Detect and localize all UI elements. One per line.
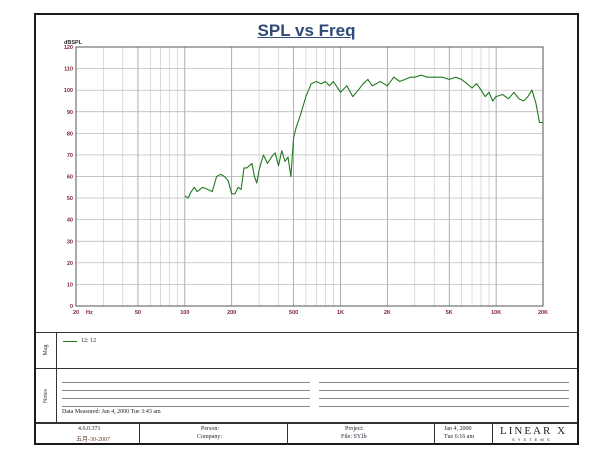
y-tick-label: 110 — [64, 67, 73, 73]
y-tick-label: 120 — [64, 45, 73, 51]
y-axis-label: dBSPL — [64, 40, 83, 46]
y-tick-label: 70 — [67, 153, 73, 159]
mag-panel-label: Mag — [43, 344, 49, 356]
notes-panel-label: Notes — [43, 389, 49, 403]
notes-line — [319, 382, 569, 383]
y-tick-label: 10 — [67, 282, 73, 288]
y-tick-label: 40 — [67, 218, 73, 224]
y-tick-label: 30 — [67, 239, 73, 245]
mag-panel-divider — [56, 333, 57, 369]
project-label: Project: — [345, 426, 364, 432]
x-tick-label: 5K — [446, 310, 453, 316]
legend-entry: 12: 12 — [81, 338, 97, 344]
series-line — [184, 74, 543, 199]
y-tick-label: 100 — [64, 88, 73, 94]
file-label: File: SY.lb — [341, 434, 367, 440]
legend-swatch — [63, 341, 77, 342]
title-block-project-cell: Project: File: SY.lb — [287, 423, 435, 445]
company-label: Company: — [197, 434, 222, 440]
y-tick-label: 60 — [67, 175, 73, 181]
title-block-version-cell: 4.6.0.371 五月-30-2007 — [36, 423, 140, 445]
x-tick-label: 100 — [180, 310, 189, 316]
y-tick-label: 50 — [67, 196, 73, 202]
y-tick-label: 0 — [70, 304, 73, 310]
chart-sheet: SPL vs Freq 0 10 20 30 40 50 60 70 80 90 100 110 120… — [34, 13, 579, 445]
y-tick-label: 80 — [67, 131, 73, 137]
logo-wordmark: LINEAR X — [500, 425, 568, 437]
notes-line — [319, 390, 569, 391]
notes-line — [62, 398, 310, 399]
logo-subtitle: S Y S T E M S — [512, 437, 551, 442]
notes-line — [62, 406, 310, 407]
title-block — [36, 422, 577, 445]
x-tick-label: 200 — [227, 310, 236, 316]
person-label: Person: — [201, 426, 219, 432]
mag-panel: Mag 12: 12 — [36, 332, 577, 369]
software-version: 4.6.0.371 — [78, 426, 101, 432]
x-tick-label: 50 — [135, 310, 141, 316]
notes-panel-divider — [56, 369, 57, 423]
date-measured: Data Measured: Jan 4, 2000 Tue 3:43 am — [62, 409, 161, 415]
chart-title: SPL vs Freq — [257, 21, 356, 40]
y-tick-label: 20 — [67, 261, 73, 267]
x-axis-label: Hz — [86, 310, 93, 316]
x-tick-label: 1K — [337, 310, 344, 316]
software-date: 五月-30-2007 — [76, 437, 110, 443]
notes-line — [319, 406, 569, 407]
notes-line — [62, 390, 310, 391]
x-tick-label: 20K — [538, 310, 548, 316]
title-block-person-cell: Person: Company: — [139, 423, 288, 445]
notes-panel: Notes Data Measured: Jan 4, 2000 Tue 3:4… — [36, 368, 577, 423]
y-tick-label: 90 — [67, 110, 73, 116]
plot-frame — [75, 46, 544, 307]
notes-line — [62, 382, 310, 383]
linearx-logo: LINEAR X S Y S T E M S — [494, 424, 576, 444]
title-block-date-cell: Jan 4, 2000 Tue 6:16 am — [434, 423, 493, 445]
notes-line — [319, 398, 569, 399]
x-tick-label: 10K — [491, 310, 501, 316]
x-tick-label: 2K — [384, 310, 391, 316]
title-block-time: Tue 6:16 am — [444, 434, 475, 440]
x-tick-label: 20 — [73, 310, 79, 316]
title-block-date: Jan 4, 2000 — [444, 426, 472, 432]
x-tick-label: 500 — [289, 310, 298, 316]
